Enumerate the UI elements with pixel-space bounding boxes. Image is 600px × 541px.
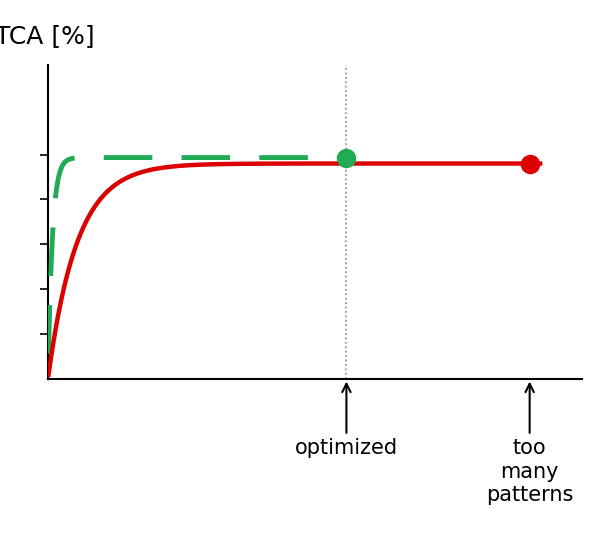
Text: TCA [%]: TCA [%] [0, 24, 94, 48]
Text: too
many
patterns: too many patterns [486, 384, 574, 505]
Text: optimized: optimized [295, 384, 398, 458]
